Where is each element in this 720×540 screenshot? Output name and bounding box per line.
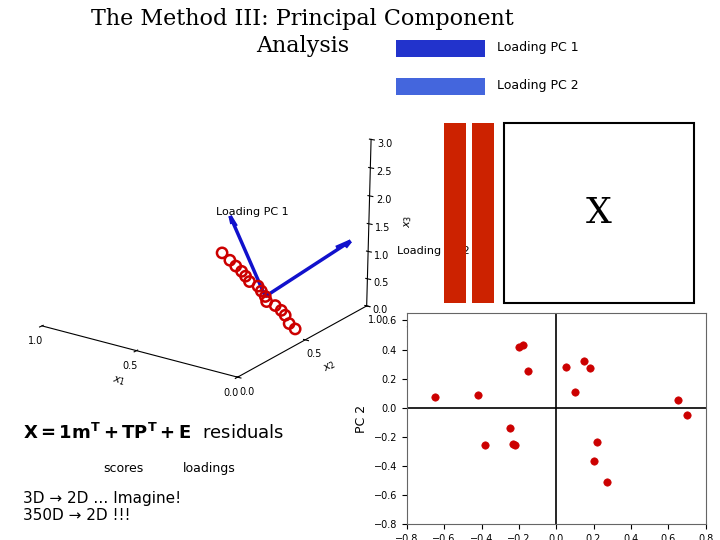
Text: X: X [586,197,611,230]
X-axis label: $x_1$: $x_1$ [111,374,126,388]
Point [513,342,525,351]
Point [569,387,580,396]
Point [672,396,683,404]
Y-axis label: $x_2$: $x_2$ [322,359,338,375]
Bar [444,123,466,303]
Point [429,393,441,402]
Point [578,357,590,366]
Text: The Method III: Principal Component: The Method III: Principal Component [91,8,514,30]
Point [517,341,528,349]
Text: Loading PC 2: Loading PC 2 [498,79,579,92]
Text: loadings: loadings [183,462,235,475]
FancyBboxPatch shape [396,78,485,94]
Text: $\mathbf{X = 1m^T + TP^T + E}$  residuals: $\mathbf{X = 1m^T + TP^T + E}$ residuals [23,423,284,443]
Point [472,390,484,399]
Y-axis label: PC 2: PC 2 [355,404,368,433]
Point [588,457,599,465]
Point [509,441,521,450]
Point [523,367,534,376]
Bar [472,123,494,303]
Text: Analysis: Analysis [256,35,349,57]
Text: Scores: Scores [405,317,451,331]
Point [508,440,519,448]
Text: Loading PC 1: Loading PC 1 [498,41,579,54]
Point [559,363,571,372]
Bar [504,123,694,303]
Point [681,410,693,419]
Point [480,441,491,450]
Point [601,477,613,486]
Point [584,364,595,373]
Point [592,438,603,447]
Text: scores: scores [104,462,144,475]
Point [504,423,516,432]
Text: 3D → 2D … Imagine!
350D → 2D !!!: 3D → 2D … Imagine! 350D → 2D !!! [23,491,181,523]
FancyBboxPatch shape [396,40,485,57]
